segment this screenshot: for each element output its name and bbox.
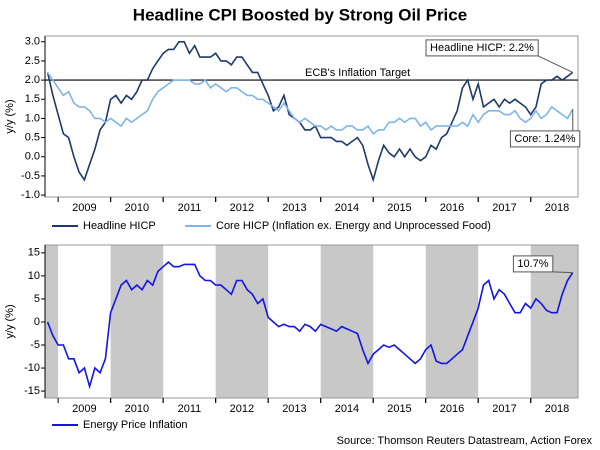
y-tick-label: 0 (34, 316, 40, 328)
x-tick-label: 2010 (125, 403, 149, 415)
x-tick-label: 2018 (545, 202, 569, 214)
annotation: 10.7% (517, 258, 548, 270)
annotation-pointer (552, 271, 573, 274)
x-tick-label: 2011 (178, 403, 202, 415)
legend-label: Core HICP (Inflation ex. Energy and Unpr… (216, 220, 491, 232)
year-shade (425, 245, 479, 398)
y-tick-label: -5 (30, 339, 40, 351)
series-line (46, 71, 574, 135)
x-tick-label: 2016 (440, 202, 464, 214)
x-tick-label: 2014 (335, 202, 359, 214)
annotation-box (425, 39, 539, 57)
y-tick-label: -10 (24, 362, 40, 374)
y-tick-label: -15 (24, 385, 40, 397)
y-tick-label: 2.0 (25, 74, 40, 86)
annotation-pointer (537, 55, 573, 73)
x-tick-label: 2017 (492, 202, 516, 214)
y-tick-label: 0.5 (25, 131, 40, 143)
y-axis-label: y/y (%) (4, 304, 16, 338)
chart-title: Headline CPI Boosted by Strong Oil Price (133, 5, 467, 24)
y-tick-label: -0.5 (21, 170, 40, 182)
legend-label: Energy Price Inflation (83, 419, 188, 431)
x-tick-label: 2010 (125, 202, 149, 214)
source: Source: Thomson Reuters Datastream, Acti… (337, 435, 593, 447)
x-tick-label: 2009 (72, 202, 96, 214)
y-tick-label: -1.0 (21, 189, 40, 201)
x-tick-label: 2016 (440, 403, 464, 415)
annotation: Core: 1.24% (514, 133, 575, 145)
y-tick-label: 1.5 (25, 93, 40, 105)
x-tick-label: 2017 (492, 403, 516, 415)
y-tick-label: 0.0 (25, 151, 40, 163)
year-shade (45, 245, 59, 398)
x-tick-label: 2014 (335, 403, 359, 415)
y-tick-label: 1.0 (25, 112, 40, 124)
annotation: Headline HICP: 2.2% (430, 42, 534, 54)
y-tick-label: 3.0 (25, 36, 40, 48)
year-shade (110, 245, 164, 398)
x-tick-label: 2013 (282, 202, 306, 214)
y-tick-label: 5 (34, 293, 40, 305)
year-shade (320, 245, 374, 398)
x-tick-label: 2009 (72, 403, 96, 415)
x-tick-label: 2015 (387, 202, 411, 214)
y-tick-label: 15 (28, 247, 40, 259)
x-tick-label: 2011 (178, 202, 202, 214)
series-line (46, 261, 574, 390)
x-tick-label: 2015 (387, 403, 411, 415)
x-tick-label: 2012 (230, 202, 254, 214)
annotation-box (512, 255, 554, 273)
x-tick-label: 2013 (282, 403, 306, 415)
x-tick-label: 2018 (545, 403, 569, 415)
y-tick-label: 10 (28, 270, 40, 282)
y-axis-label: y/y (%) (4, 99, 16, 133)
x-tick-label: 2012 (230, 403, 254, 415)
annotation-box (509, 130, 581, 148)
target-label: ECB's Inflation Target (305, 67, 410, 79)
series-line (46, 41, 574, 183)
legend-label: Headline HICP (83, 220, 156, 232)
y-tick-label: 2.5 (25, 55, 40, 67)
year-shade (215, 245, 269, 398)
